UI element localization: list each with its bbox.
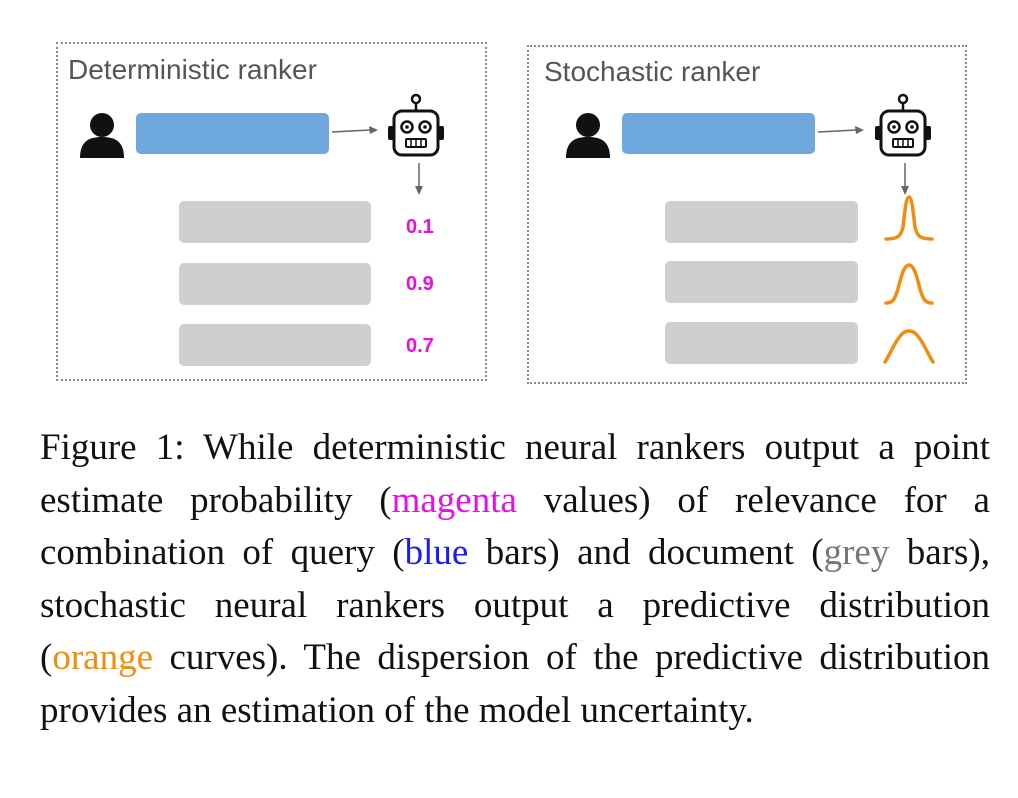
caption-text: bars) and doc­ument ( [468,532,824,573]
figure-caption: Figure 1: While deterministic neural ran… [40,422,990,737]
arrow-down-icon [901,163,909,195]
document-bar [179,263,371,305]
robot-icon [388,93,444,157]
document-bar [179,324,371,366]
caption-text: bars), stochastic neural rankers output … [40,532,990,678]
distribution-curve-icon [884,263,934,305]
caption-blue-word: blue [404,532,469,573]
caption-text: curves). The dispersion of the predictiv… [40,637,990,731]
relevance-score: 0.7 [406,335,434,357]
distribution-curve-icon [883,329,935,364]
caption-magenta-word: magenta [391,479,517,521]
query-bar [136,113,329,154]
stochastic-ranker-title: Stochastic ranker [544,56,761,87]
deterministic-ranker-panel [56,42,487,381]
query-bar [622,113,815,154]
user-icon [80,113,124,158]
document-bar [665,322,858,364]
relevance-score: 0.9 [406,273,434,295]
document-bar [665,261,858,303]
caption-text: While deterministic neural rankers outpu… [40,427,990,521]
stochastic-ranker-panel [527,45,967,384]
caption-grey-word: grey [823,532,890,573]
relevance-score: 0.1 [406,216,434,238]
arrow-down-icon [415,163,423,195]
document-bar [665,201,858,243]
distribution-curve-icon [884,195,934,241]
caption-label: Figure 1: [40,427,185,468]
caption-text: values) of rele­vance for a combination … [40,479,990,574]
caption-orange-word: orange [52,637,153,678]
deterministic-ranker-title: Deterministic ranker [68,54,317,85]
user-icon [566,113,610,158]
arrow-icon [331,126,378,134]
document-bar [179,201,371,243]
robot-icon [875,93,931,157]
arrow-icon [817,126,864,134]
